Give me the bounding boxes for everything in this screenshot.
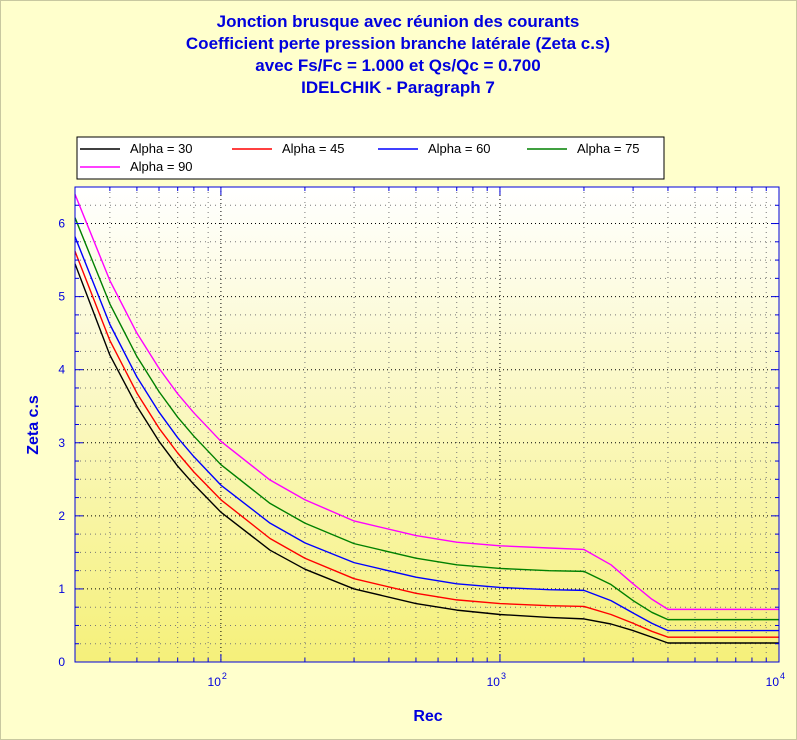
series-line-5 [74,194,779,611]
legend-label-3: Alpha = 60 [428,141,491,156]
series-line-3 [74,236,779,632]
x-tick-exponent: 2 [222,671,227,681]
grid [74,187,779,662]
y-tick-label: 5 [58,290,65,304]
legend: Alpha = 30 Alpha = 45 Alpha = 60 Alpha = 75… [80,141,640,174]
x-axis-label: Rec [413,708,442,725]
y-tick-label: 2 [58,509,65,523]
legend-label-1: Alpha = 30 [130,141,193,156]
series-line-2 [74,251,779,638]
series-line-1 [74,263,779,644]
y-axis-label: Zeta c.s [25,395,42,455]
y-tick-label: 3 [58,436,65,450]
legend-label-2: Alpha = 45 [282,141,345,156]
chart-title-line-3: avec Fs/Fc = 1.000 et Qs/Qc = 0.700 [255,56,540,75]
y-tick-label: 4 [58,363,65,377]
series-line-4 [74,217,779,621]
legend-label-4: Alpha = 75 [577,141,640,156]
legend-label-5: Alpha = 90 [130,159,193,174]
y-tick-label: 1 [58,582,65,596]
x-tick-label: 10 [208,675,222,689]
chart-title-line-4: IDELCHIK - Paragraph 7 [301,78,495,97]
chart-title-line-2: Coefficient perte pression branche latér… [186,34,610,53]
y-tick-label: 6 [58,217,65,231]
x-tick-exponent: 4 [780,671,785,681]
x-tick-label: 10 [487,675,501,689]
legend-box [76,136,665,180]
series-lines [74,194,779,644]
x-tick-exponent: 3 [501,671,506,681]
plot-area [75,187,779,662]
y-tick-label: 0 [58,655,65,669]
x-tick-label: 10 [766,675,780,689]
chart-title-line-1: Jonction brusque avec réunion des couran… [217,12,580,31]
